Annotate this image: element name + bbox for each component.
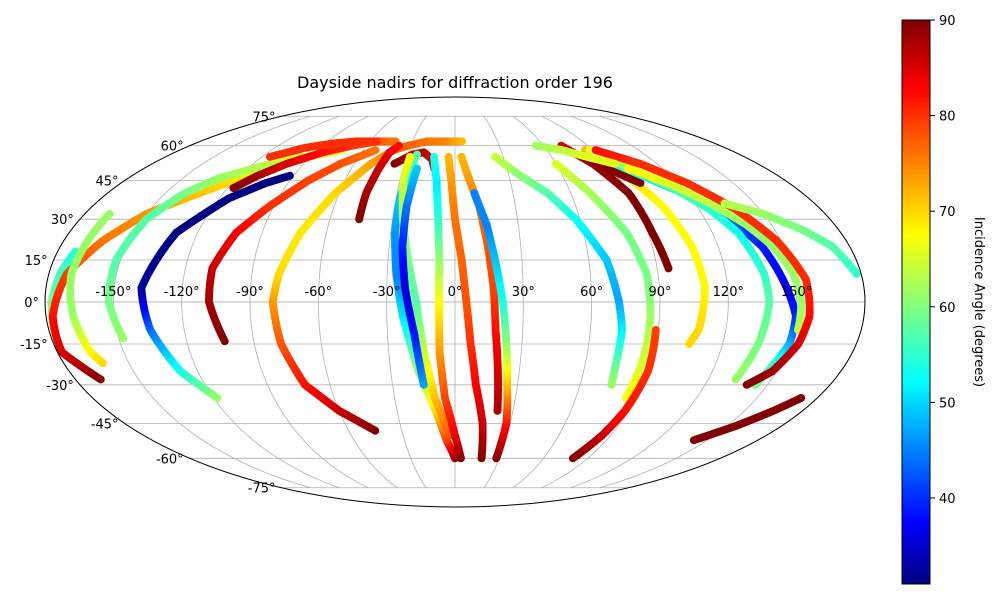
latitude-tick-label: 45° bbox=[96, 175, 119, 190]
data-point bbox=[285, 171, 294, 180]
track-6 bbox=[205, 146, 380, 346]
track-15 bbox=[430, 152, 465, 463]
data-point bbox=[852, 269, 861, 278]
graticule-meridian bbox=[112, 115, 311, 489]
longitude-tick-label: 0° bbox=[448, 285, 463, 300]
longitude-tick-label: 60° bbox=[580, 285, 603, 300]
data-point bbox=[664, 264, 673, 273]
latitude-tick-label: 30° bbox=[51, 213, 74, 228]
longitude-tick-label: 90° bbox=[648, 285, 671, 300]
graticule-meridian bbox=[249, 115, 369, 489]
data-point bbox=[412, 164, 421, 173]
latitude-tick-label: -60° bbox=[156, 452, 184, 467]
track-19 bbox=[491, 152, 626, 389]
data-point bbox=[731, 375, 740, 384]
track-16 bbox=[444, 152, 487, 463]
track-4 bbox=[104, 152, 307, 343]
track-3 bbox=[66, 209, 114, 368]
colorbar-tick-label: 60 bbox=[939, 301, 956, 316]
data-point bbox=[405, 152, 414, 161]
latitude-tick-label: -30° bbox=[46, 379, 74, 394]
data-point bbox=[742, 380, 751, 389]
longitude-tick-label: -30° bbox=[373, 285, 401, 300]
data-point bbox=[685, 339, 694, 348]
colorbar-tick-label: 50 bbox=[939, 396, 956, 411]
data-point bbox=[371, 146, 380, 155]
graticule-meridian bbox=[317, 115, 398, 489]
data-point bbox=[394, 141, 403, 150]
track-20 bbox=[551, 159, 655, 402]
colorbar-tick-label: 70 bbox=[939, 205, 956, 220]
latitude-tick-label: 75° bbox=[252, 110, 275, 125]
colorbar-tick-label: 90 bbox=[939, 14, 956, 29]
latitude-tick-label: 15° bbox=[25, 254, 48, 269]
longitude-tick-label: 30° bbox=[512, 285, 535, 300]
data-point bbox=[98, 359, 107, 368]
data-point bbox=[797, 393, 806, 402]
longitude-tick-label: -120° bbox=[164, 285, 200, 300]
longitude-tick-label: 150° bbox=[781, 285, 812, 300]
track-5 bbox=[137, 171, 294, 402]
track-30 bbox=[689, 393, 806, 445]
colorbar-tick-label: 80 bbox=[939, 110, 956, 125]
latitude-tick-label: -75° bbox=[248, 482, 276, 497]
track-18 bbox=[470, 189, 512, 463]
data-point bbox=[458, 137, 467, 146]
colorbar-ticks: 40 50 60 70 80 90 bbox=[930, 14, 956, 507]
colorbar-tick-label: 40 bbox=[939, 492, 956, 507]
longitude-tick-label: -150° bbox=[95, 285, 131, 300]
data-point bbox=[430, 152, 439, 161]
latitude-tick-label: 0° bbox=[24, 296, 39, 311]
colorbar-label: Incidence Angle (degrees) bbox=[971, 217, 986, 387]
data-point bbox=[444, 152, 453, 161]
data-point bbox=[373, 137, 382, 146]
longitude-tick-label: -60° bbox=[304, 285, 332, 300]
latitude-tick-label: -45° bbox=[91, 417, 119, 432]
data-point bbox=[610, 159, 619, 168]
graticule-meridian bbox=[570, 115, 729, 489]
data-point bbox=[457, 152, 466, 161]
data-points bbox=[47, 137, 861, 463]
data-point bbox=[413, 150, 422, 159]
latitude-tick-label: 60° bbox=[161, 140, 184, 155]
track-14 bbox=[398, 164, 428, 389]
data-point bbox=[607, 380, 616, 389]
track-8 bbox=[266, 137, 382, 161]
latitude-tick-label: -15° bbox=[20, 338, 48, 353]
track-10 bbox=[355, 141, 403, 224]
colorbar bbox=[901, 19, 931, 585]
data-point bbox=[651, 326, 660, 335]
longitude-tick-label: -90° bbox=[236, 285, 264, 300]
data-point bbox=[470, 189, 479, 198]
chart-title: Dayside nadirs for diffraction order 196 bbox=[297, 73, 613, 92]
longitude-tick-label: 120° bbox=[713, 285, 744, 300]
